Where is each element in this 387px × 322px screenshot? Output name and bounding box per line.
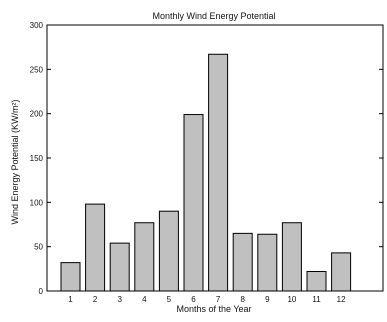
bar-5 (158, 210, 179, 292)
bar-7 (208, 53, 229, 292)
y-tick-label: 50 (34, 243, 43, 252)
x-tick-label: 1 (68, 295, 73, 304)
y-axis: 0 50 100 150 200 250 300 (30, 21, 383, 296)
y-tick-label: 200 (30, 110, 44, 119)
bar-3 (109, 242, 130, 292)
bar-6 (183, 114, 204, 292)
x-tick-label: 7 (216, 295, 221, 304)
bar-8 (232, 232, 253, 292)
bar-12 (331, 252, 352, 292)
bar-4 (134, 222, 155, 292)
x-tick-label: 4 (142, 295, 147, 304)
x-tick-label: 11 (312, 295, 321, 304)
bar-2 (85, 203, 106, 292)
bars (60, 53, 352, 292)
bar-11 (306, 270, 327, 292)
y-tick-label: 250 (30, 65, 44, 74)
x-tick-label: 12 (337, 295, 346, 304)
y-tick-label: 100 (30, 198, 44, 207)
x-tick-label: 10 (287, 295, 296, 304)
x-tick-label: 6 (191, 295, 196, 304)
y-axis-label: Wind Energy Potential (KW/m²) (10, 99, 20, 224)
x-tick-label: 2 (93, 295, 98, 304)
y-tick-label: 0 (39, 287, 44, 296)
chart-title: Monthly Wind Energy Potential (152, 11, 275, 21)
x-tick-label: 3 (117, 295, 122, 304)
bar-9 (257, 233, 278, 292)
x-tick-label: 5 (167, 295, 172, 304)
bar-1 (60, 262, 81, 292)
x-tick-label: 8 (240, 295, 245, 304)
x-tick-label: 9 (265, 295, 270, 304)
bar-10 (281, 222, 302, 292)
y-tick-label: 150 (30, 154, 44, 163)
x-axis-label: Months of the Year (176, 304, 251, 314)
y-tick-label: 300 (30, 21, 44, 30)
